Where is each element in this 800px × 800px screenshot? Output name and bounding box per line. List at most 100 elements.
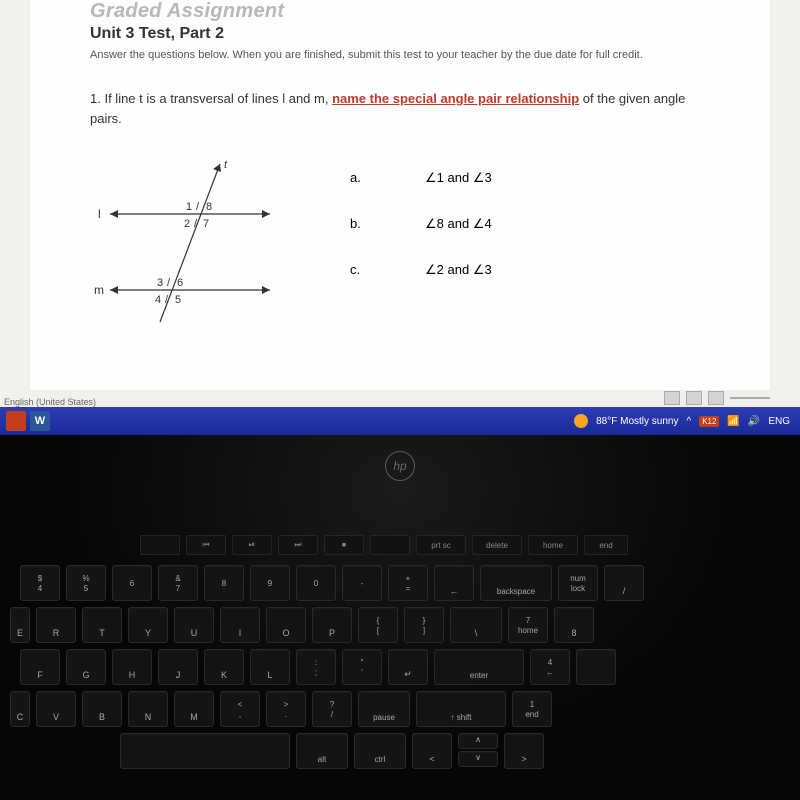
key-slash[interactable]: ?/ (312, 691, 352, 727)
sound-icon[interactable]: 🔊 (748, 416, 760, 427)
zoom-slider[interactable] (730, 397, 770, 399)
end-key[interactable]: end (584, 535, 628, 555)
key-p[interactable]: P (312, 607, 352, 643)
keyboard: ⏮ ⏯ ⏭ ⏹ prt sc delete home end $4 %5 6 &… (20, 535, 795, 769)
question-1: 1. If line t is a transversal of lines l… (90, 89, 710, 128)
numpad-5[interactable] (576, 649, 616, 685)
key-h[interactable]: H (112, 649, 152, 685)
media-key[interactable] (370, 535, 410, 555)
key-m[interactable]: M (174, 691, 214, 727)
numpad-divide[interactable]: / (604, 565, 644, 601)
key-equals[interactable]: += (388, 565, 428, 601)
key-bracket-close[interactable]: }] (404, 607, 444, 643)
key-6[interactable]: 6 (112, 565, 152, 601)
weather-text[interactable]: 88°F Mostly sunny (596, 416, 678, 427)
arrow-right-key[interactable]: > (504, 733, 544, 769)
pause-key[interactable]: pause (358, 691, 410, 727)
svg-text:4: 4 (155, 294, 161, 306)
choice-letter: b. (350, 216, 370, 232)
key-r[interactable]: R (36, 607, 76, 643)
key-v[interactable]: V (36, 691, 76, 727)
svg-text:7: 7 (203, 218, 209, 230)
svg-text:1: 1 (186, 201, 192, 213)
arrow-down-key[interactable]: ∨ (458, 751, 498, 767)
key-y[interactable]: Y (128, 607, 168, 643)
prtsc-key[interactable]: prt sc (416, 535, 466, 555)
key-7[interactable]: &7 (158, 565, 198, 601)
key-c-partial[interactable]: C (10, 691, 30, 727)
view-icon[interactable] (664, 391, 680, 405)
key-arrow-left[interactable]: ← (434, 565, 474, 601)
arrow-left-key[interactable]: < (412, 733, 452, 769)
view-icon[interactable] (708, 391, 724, 405)
key-9[interactable]: 9 (250, 565, 290, 601)
numpad-1[interactable]: 1end (512, 691, 552, 727)
key-t[interactable]: T (82, 607, 122, 643)
key-g[interactable]: G (66, 649, 106, 685)
ctrl-key[interactable]: ctrl (354, 733, 406, 769)
word-app-icon[interactable]: W (30, 411, 50, 431)
windows-taskbar[interactable]: W 88°F Mostly sunny ^ K12 📶 🔊 ENG (0, 407, 800, 435)
key-u[interactable]: U (174, 607, 214, 643)
key-comma[interactable]: <, (220, 691, 260, 727)
key-arrow-enter[interactable]: ↵ (388, 649, 428, 685)
key-semicolon[interactable]: :; (296, 649, 336, 685)
line-m-label: m (94, 283, 104, 297)
home-key[interactable]: home (528, 535, 578, 555)
key-backslash[interactable]: \ (450, 607, 502, 643)
numpad-8[interactable]: 8 (554, 607, 594, 643)
laptop-chassis: hp ⏮ ⏯ ⏭ ⏹ prt sc delete home end $4 %5 … (0, 435, 800, 800)
question-text-before: If line t is a transversal of lines l an… (104, 91, 332, 106)
key-8[interactable]: 8 (204, 565, 244, 601)
key-minus[interactable]: - (342, 565, 382, 601)
media-stop-key[interactable]: ⏹ (324, 535, 364, 555)
k12-badge[interactable]: K12 (699, 416, 719, 427)
delete-key[interactable]: delete (472, 535, 522, 555)
key-e-partial[interactable]: E (10, 607, 30, 643)
media-next-key[interactable]: ⏭ (278, 535, 318, 555)
alt-key[interactable]: alt (296, 733, 348, 769)
backspace-key[interactable]: backspace (480, 565, 552, 601)
media-prev-key[interactable]: ⏮ (186, 535, 226, 555)
key-5[interactable]: %5 (66, 565, 106, 601)
transversal-diagram: l m t 1 8 2 7 3 (90, 152, 300, 332)
wifi-icon[interactable]: 📶 (727, 416, 739, 427)
key-n[interactable]: N (128, 691, 168, 727)
key-k[interactable]: K (204, 649, 244, 685)
choice-text: ∠2 and ∠3 (425, 262, 492, 278)
language-status[interactable]: English (United States) (0, 397, 96, 407)
numpad-4[interactable]: 4← (530, 649, 570, 685)
numpad-7[interactable]: 7home (508, 607, 548, 643)
weather-icon[interactable] (574, 414, 588, 428)
language-indicator[interactable]: ENG (768, 416, 790, 427)
media-play-key[interactable]: ⏯ (232, 535, 272, 555)
choice-a: a. ∠1 and ∠3 (350, 170, 492, 186)
key-l[interactable]: L (250, 649, 290, 685)
key-quote[interactable]: "' (342, 649, 382, 685)
spacebar[interactable] (120, 733, 290, 769)
svg-text:2: 2 (184, 218, 190, 230)
tray-chevron-icon[interactable]: ^ (686, 416, 691, 427)
line-t-label: t (224, 159, 228, 171)
media-key[interactable] (140, 535, 180, 555)
key-j[interactable]: J (158, 649, 198, 685)
word-view-shortcuts[interactable] (664, 391, 770, 405)
enter-key[interactable]: enter (434, 649, 524, 685)
choice-text: ∠8 and ∠4 (425, 216, 492, 232)
search-icon[interactable] (6, 411, 26, 431)
key-bracket-open[interactable]: {[ (358, 607, 398, 643)
key-4[interactable]: $4 (20, 565, 60, 601)
key-i[interactable]: I (220, 607, 260, 643)
key-o[interactable]: O (266, 607, 306, 643)
key-period[interactable]: >. (266, 691, 306, 727)
key-b[interactable]: B (82, 691, 122, 727)
numlock-key[interactable]: numlock (558, 565, 598, 601)
shift-key[interactable]: ↑ shift (416, 691, 506, 727)
svg-text:6: 6 (177, 277, 183, 289)
key-0[interactable]: 0 (296, 565, 336, 601)
instructions-text: Answer the questions below. When you are… (90, 49, 710, 61)
arrow-up-key[interactable]: ∧ (458, 733, 498, 749)
view-icon[interactable] (686, 391, 702, 405)
key-f[interactable]: F (20, 649, 60, 685)
document-page: Graded Assignment Unit 3 Test, Part 2 An… (30, 0, 770, 390)
